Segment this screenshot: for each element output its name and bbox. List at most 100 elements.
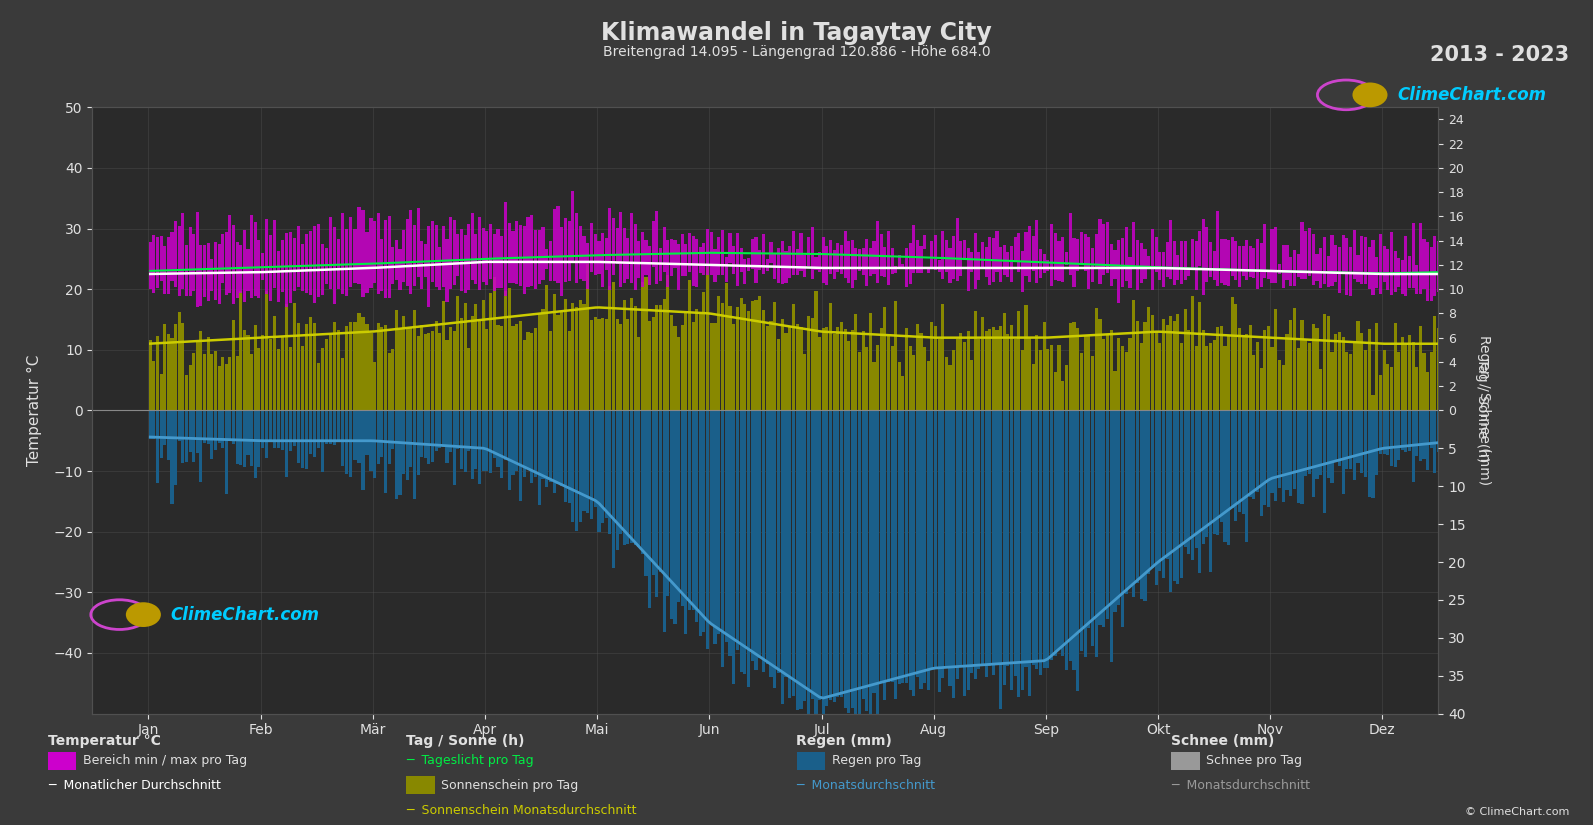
Bar: [601, 233, 604, 286]
Bar: [357, 411, 360, 464]
Bar: [387, 216, 390, 299]
Bar: [1039, 350, 1042, 411]
Bar: [677, 243, 680, 290]
Bar: [844, 231, 846, 277]
Bar: [427, 226, 430, 308]
Bar: [999, 248, 1002, 282]
Bar: [1344, 351, 1348, 411]
Bar: [761, 411, 765, 672]
Bar: [1144, 322, 1147, 411]
Bar: [894, 301, 897, 411]
Bar: [492, 411, 495, 458]
Bar: [825, 246, 828, 285]
Bar: [814, 291, 817, 411]
Bar: [660, 248, 663, 280]
Bar: [478, 411, 481, 483]
Bar: [272, 411, 276, 448]
Bar: [685, 244, 687, 276]
Bar: [264, 411, 268, 458]
Bar: [1212, 252, 1215, 280]
Bar: [449, 411, 452, 452]
Bar: [296, 226, 301, 287]
Bar: [773, 411, 776, 688]
Bar: [862, 332, 865, 411]
Bar: [1110, 244, 1114, 285]
Bar: [1352, 230, 1356, 279]
Bar: [833, 334, 836, 411]
Bar: [1415, 411, 1418, 456]
Bar: [376, 323, 379, 411]
Bar: [854, 248, 857, 280]
Bar: [247, 335, 250, 411]
Bar: [401, 230, 405, 282]
Bar: [597, 241, 601, 274]
Bar: [725, 411, 728, 642]
Bar: [916, 411, 919, 676]
Bar: [456, 296, 459, 411]
Bar: [714, 323, 717, 411]
Bar: [530, 215, 534, 286]
Bar: [685, 313, 687, 411]
Bar: [210, 411, 213, 459]
Bar: [1391, 232, 1392, 295]
Bar: [330, 335, 333, 411]
Bar: [515, 323, 518, 411]
Bar: [792, 304, 795, 411]
Bar: [663, 227, 666, 272]
Bar: [1423, 239, 1426, 289]
Bar: [648, 246, 652, 285]
Bar: [472, 316, 473, 411]
Bar: [492, 234, 495, 290]
Bar: [365, 323, 368, 411]
Bar: [800, 328, 803, 411]
Bar: [629, 411, 632, 543]
Bar: [285, 233, 288, 308]
Bar: [586, 243, 589, 289]
Bar: [264, 290, 268, 411]
Bar: [330, 411, 333, 444]
Bar: [1278, 263, 1281, 274]
Bar: [519, 224, 523, 286]
Bar: [634, 224, 637, 290]
Bar: [196, 341, 199, 411]
Bar: [637, 411, 640, 547]
Bar: [202, 354, 205, 411]
Bar: [178, 312, 180, 411]
Bar: [1429, 351, 1432, 411]
Bar: [1300, 223, 1303, 279]
Bar: [317, 411, 320, 447]
Bar: [497, 411, 500, 467]
Bar: [941, 411, 945, 678]
Bar: [930, 322, 933, 411]
Bar: [766, 326, 769, 411]
Bar: [739, 411, 742, 672]
Bar: [435, 411, 438, 451]
Bar: [709, 323, 712, 411]
Bar: [1466, 411, 1469, 446]
Bar: [640, 233, 644, 286]
Bar: [652, 411, 655, 575]
Text: Schnee (mm): Schnee (mm): [1171, 734, 1274, 748]
Bar: [999, 411, 1002, 709]
Bar: [467, 224, 470, 290]
Bar: [773, 254, 776, 279]
Text: © ClimeChart.com: © ClimeChart.com: [1464, 807, 1569, 817]
Bar: [1184, 411, 1187, 547]
Bar: [1147, 307, 1150, 411]
Bar: [395, 310, 398, 411]
Bar: [962, 342, 965, 411]
Bar: [325, 338, 328, 411]
Bar: [156, 238, 159, 288]
Bar: [663, 299, 666, 411]
Bar: [1429, 247, 1432, 301]
Bar: [1114, 250, 1117, 280]
Bar: [1341, 235, 1344, 271]
Bar: [1176, 255, 1179, 281]
Bar: [395, 411, 398, 499]
Bar: [948, 411, 951, 686]
Bar: [814, 257, 817, 271]
Bar: [1477, 241, 1480, 288]
Bar: [1007, 334, 1010, 411]
Bar: [1485, 331, 1486, 411]
Bar: [750, 411, 753, 662]
